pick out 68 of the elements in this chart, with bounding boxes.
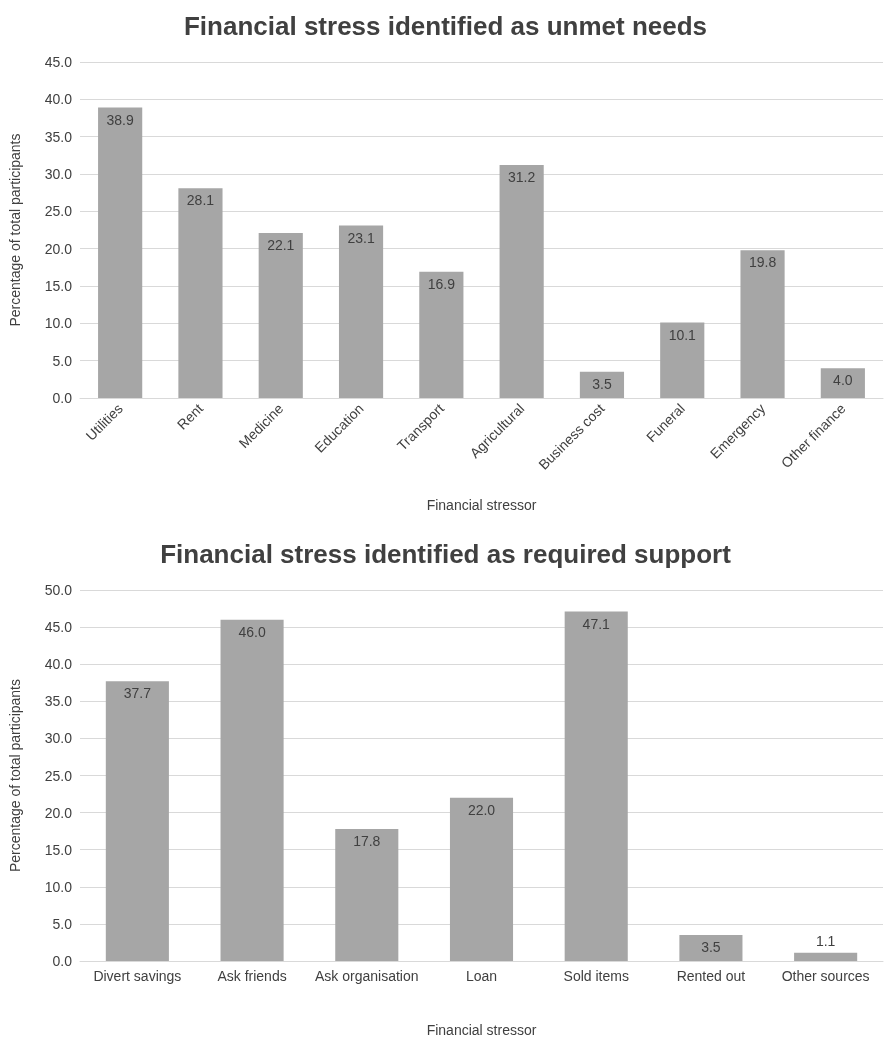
y-tick-label: 5.0 bbox=[52, 915, 73, 932]
data-label: 31.2 bbox=[508, 169, 536, 186]
y-tick-label: 45.0 bbox=[44, 54, 73, 70]
data-label: 37.7 bbox=[123, 685, 152, 702]
data-label: 23.1 bbox=[347, 229, 375, 246]
data-label: 3.5 bbox=[701, 939, 721, 956]
x-tick-label: Ask friends bbox=[217, 968, 287, 984]
y-tick-label: 5.0 bbox=[52, 352, 73, 369]
y-tick-label: 10.0 bbox=[44, 315, 73, 332]
bar bbox=[335, 828, 399, 961]
y-tick-label: 0.0 bbox=[52, 953, 73, 969]
y-tick-label: 10.0 bbox=[44, 878, 73, 895]
data-label: 4.0 bbox=[833, 372, 853, 389]
data-label: 16.9 bbox=[427, 275, 456, 292]
bar bbox=[220, 619, 284, 961]
data-label: 3.5 bbox=[592, 375, 612, 392]
y-axis-title: Percentage of total participants bbox=[7, 133, 23, 327]
bar bbox=[679, 935, 743, 961]
bar bbox=[419, 271, 464, 398]
x-axis-title: Financial stressor bbox=[426, 497, 537, 513]
data-label: 47.1 bbox=[582, 615, 611, 632]
x-tick-label: Divert savings bbox=[93, 968, 182, 984]
y-tick-label: 35.0 bbox=[44, 128, 73, 145]
data-label: 19.8 bbox=[748, 254, 777, 271]
y-tick-label: 45.0 bbox=[44, 619, 73, 636]
y-tick-label: 30.0 bbox=[44, 730, 73, 747]
x-tick-label: Sold items bbox=[563, 968, 629, 984]
data-label: 17.8 bbox=[353, 832, 381, 849]
data-label: 22.1 bbox=[267, 236, 295, 253]
data-label: 38.9 bbox=[106, 111, 134, 128]
y-tick-label: 35.0 bbox=[44, 693, 73, 710]
bar bbox=[820, 368, 865, 398]
bar bbox=[660, 322, 705, 398]
x-tick-label: Ask organisation bbox=[315, 968, 419, 984]
y-tick-label: 25.0 bbox=[44, 203, 73, 220]
y-tick-label: 0.0 bbox=[52, 390, 73, 406]
data-label: 46.0 bbox=[238, 623, 266, 640]
data-label: 10.1 bbox=[668, 326, 697, 343]
chart-title: Financial stress identified as unmet needs bbox=[183, 11, 708, 41]
y-tick-label: 15.0 bbox=[44, 841, 73, 858]
bar bbox=[178, 188, 223, 398]
y-axis-title: Percentage of total participants bbox=[7, 678, 23, 873]
bar bbox=[98, 107, 143, 398]
y-tick-label: 50.0 bbox=[44, 582, 73, 598]
chart-title: Financial stress identified as required support bbox=[160, 539, 732, 569]
x-tick-label: Loan bbox=[465, 968, 498, 984]
data-label: 22.0 bbox=[467, 801, 496, 818]
bar bbox=[338, 225, 384, 398]
y-tick-label: 40.0 bbox=[44, 91, 73, 108]
bar bbox=[449, 797, 514, 961]
data-label: 1.1 bbox=[815, 932, 836, 949]
y-tick-label: 40.0 bbox=[44, 656, 73, 673]
y-tick-label: 20.0 bbox=[44, 240, 73, 257]
y-tick-label: 15.0 bbox=[44, 278, 73, 294]
bar bbox=[499, 165, 544, 398]
bar bbox=[105, 681, 169, 961]
y-tick-label: 30.0 bbox=[44, 166, 73, 182]
x-axis-title: Financial stressor bbox=[426, 1022, 537, 1038]
bar bbox=[579, 371, 625, 398]
bar bbox=[258, 232, 303, 398]
bar bbox=[564, 611, 628, 961]
bar bbox=[794, 952, 858, 961]
y-tick-label: 20.0 bbox=[44, 804, 73, 821]
y-tick-label: 25.0 bbox=[44, 767, 73, 784]
x-tick-label: Other sources bbox=[781, 968, 870, 984]
bar bbox=[740, 250, 785, 398]
x-tick-label: Rented out bbox=[676, 968, 746, 984]
data-label: 28.1 bbox=[186, 192, 215, 209]
